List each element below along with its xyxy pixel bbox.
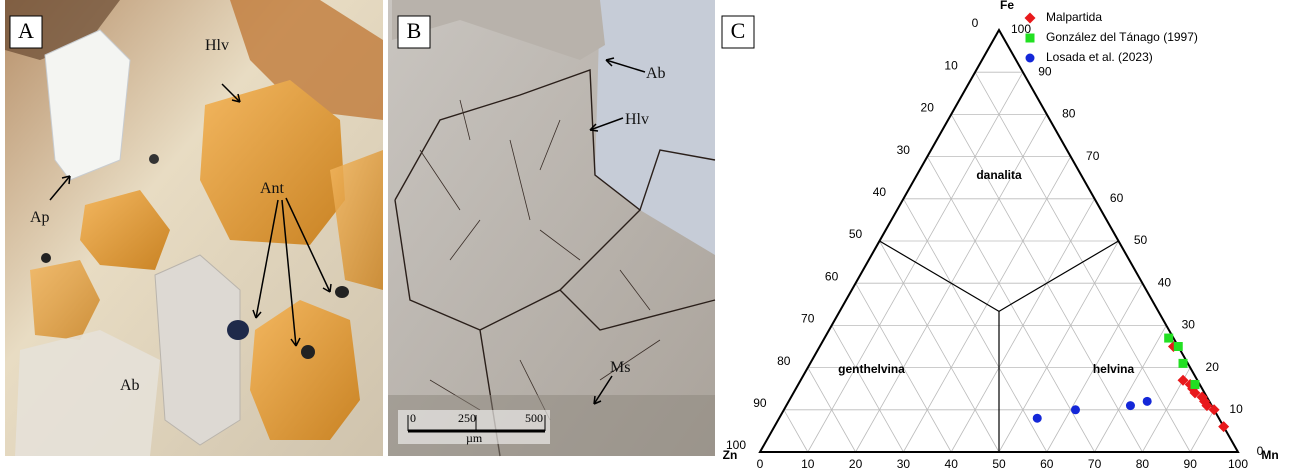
field-label: danalita <box>976 168 1022 182</box>
mn-tick-label: 40 <box>945 457 959 469</box>
zn-tick-label: 50 <box>849 227 863 241</box>
zn-tick-label: 70 <box>801 312 815 326</box>
photo-b: B Ab Hlv Ms 0 250 500 µm <box>388 0 715 456</box>
zn-tick-label: 40 <box>873 185 887 199</box>
fe-tick-label: 10 <box>1229 402 1243 416</box>
mn-tick-label: 60 <box>1040 457 1054 469</box>
data-point <box>1179 359 1188 368</box>
fe-tick-label: 50 <box>1134 233 1148 247</box>
legend-marker <box>1026 54 1035 63</box>
mn-tick-label: 10 <box>801 457 815 469</box>
zn-tick-label: 20 <box>921 101 935 115</box>
mn-tick-label: 80 <box>1136 457 1150 469</box>
panel-label: B <box>407 18 422 43</box>
mn-tick-label: 50 <box>992 457 1006 469</box>
grid-line <box>784 410 808 452</box>
fe-tick-label: 80 <box>1062 107 1076 121</box>
annotation: Ap <box>30 209 50 226</box>
data-point <box>1143 397 1152 406</box>
scale-label: 250 <box>458 411 476 425</box>
scale-label: µm <box>466 431 483 445</box>
mn-tick-label: 20 <box>849 457 863 469</box>
field-label: helvina <box>1093 362 1135 376</box>
data-point <box>1190 380 1199 389</box>
zn-tick-label: 0 <box>972 16 979 30</box>
annotation: Ab <box>646 65 666 82</box>
mn-tick-label: 90 <box>1184 457 1198 469</box>
data-point <box>1218 421 1229 432</box>
data-point <box>1033 414 1042 423</box>
fe-tick-label: 40 <box>1158 275 1172 289</box>
grid-line <box>1095 325 1167 452</box>
legend-label: González del Tánago (1997) <box>1046 30 1198 44</box>
figure-canvas: A Hlv Ap Ant Ab B Ab Hlv Ms <box>0 0 1296 469</box>
corner-label: Fe <box>1000 0 1014 12</box>
grid-line <box>832 325 904 452</box>
fe-tick-label: 90 <box>1038 64 1052 78</box>
grid-line <box>999 241 1119 452</box>
grid-line <box>880 241 1000 452</box>
annotation: Hlv <box>205 37 229 54</box>
scale-label: 0 <box>410 411 416 425</box>
scale-label: 500 <box>525 411 543 425</box>
field-label: genthelvina <box>838 362 905 376</box>
fe-tick-label: 60 <box>1110 191 1124 205</box>
annotation: Ms <box>610 359 630 376</box>
legend-label: Malpartida <box>1046 10 1102 24</box>
photo-a: A Hlv Ap Ant Ab <box>5 0 383 456</box>
data-point <box>1174 342 1183 351</box>
zn-tick-label: 60 <box>825 269 839 283</box>
corner-label: Mn <box>1261 448 1278 462</box>
fe-tick-label: 70 <box>1086 149 1100 163</box>
zn-tick-label: 90 <box>753 396 767 410</box>
mn-tick-label: 70 <box>1088 457 1102 469</box>
fe-tick-label: 30 <box>1182 318 1196 332</box>
corner-label: Zn <box>723 448 738 462</box>
annotation: Hlv <box>625 111 649 128</box>
data-point <box>1126 401 1135 410</box>
mn-tick-label: 0 <box>757 457 764 469</box>
mn-tick-label: 30 <box>897 457 911 469</box>
legend-label: Losada et al. (2023) <box>1046 50 1153 64</box>
legend-marker <box>1026 34 1035 43</box>
annotation: Ant <box>260 180 285 197</box>
ternary-chart: 0 10 20 30 40 50 60 70 80 90 100 0 10 20 30 40 50 60 70 80 9… <box>723 0 1279 469</box>
panel-label: A <box>18 18 34 43</box>
data-point <box>1071 405 1080 414</box>
zn-tick-label: 80 <box>777 354 791 368</box>
zn-tick-label: 30 <box>897 143 911 157</box>
figure: A Hlv Ap Ant Ab B Ab Hlv Ms <box>0 0 1296 469</box>
mn-tick-label: 100 <box>1228 457 1248 469</box>
panel-label: C <box>731 18 746 43</box>
data-point <box>1164 334 1173 343</box>
zn-tick-label: 10 <box>944 58 958 72</box>
fe-tick-label: 20 <box>1206 360 1220 374</box>
annotation: Ab <box>120 377 140 394</box>
grid-line <box>1190 410 1214 452</box>
